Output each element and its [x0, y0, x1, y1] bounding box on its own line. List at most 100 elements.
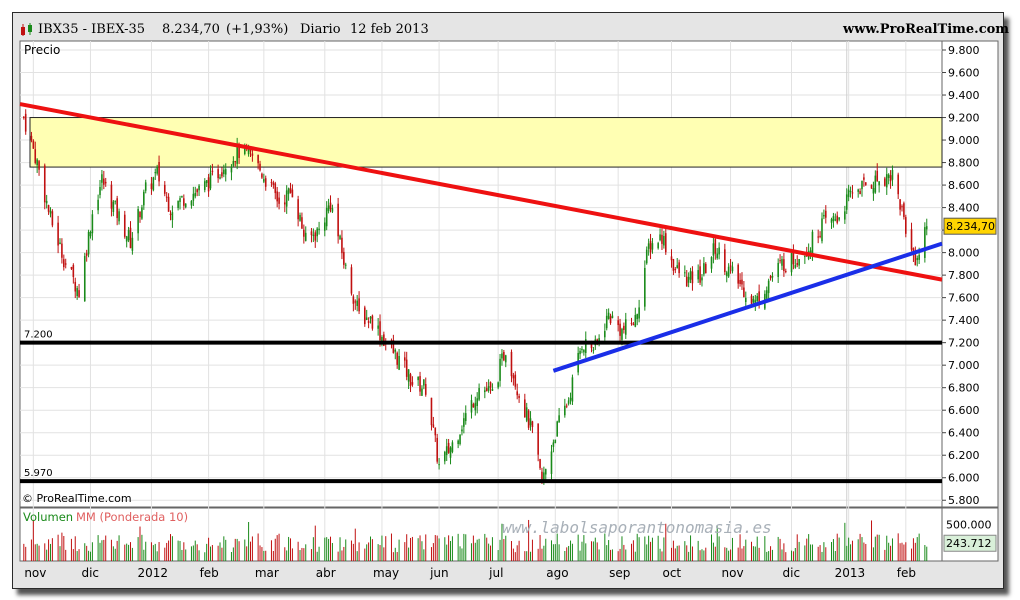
candle-body [611, 315, 614, 319]
candle-body [194, 192, 197, 197]
candle-body [649, 241, 652, 253]
price-tick-label: 7.200 [948, 337, 980, 350]
candle-body [417, 376, 419, 381]
price-tick-label: 9.800 [948, 44, 980, 57]
candle-body [583, 349, 585, 353]
horizontal-level-label: 5.970 [24, 468, 53, 479]
candle-body [78, 290, 80, 297]
candle-body [767, 280, 770, 294]
candle-body [689, 270, 692, 280]
candle-body [754, 300, 757, 304]
candle-body [421, 388, 423, 396]
candle-body [247, 147, 250, 155]
candle-body [238, 146, 240, 158]
candle-body [609, 316, 612, 324]
candle-body [874, 175, 877, 193]
candle-body [447, 442, 450, 453]
candle-body [85, 253, 88, 256]
candle-body [274, 183, 277, 194]
candle-body [499, 358, 501, 381]
candle-body [127, 230, 130, 241]
candle-body [158, 161, 160, 182]
candle-body [436, 437, 438, 462]
candle-body [74, 281, 77, 292]
candle-body [476, 398, 478, 407]
time-tick-label: 2013 [835, 566, 866, 580]
candle-body [817, 236, 819, 238]
candle-body [457, 440, 459, 444]
candle-body [664, 233, 667, 253]
candle-body [884, 178, 886, 186]
candle-body [489, 382, 492, 388]
candle-body [192, 193, 195, 201]
candle-body [301, 217, 303, 229]
candle-body [704, 263, 707, 274]
candle-body [291, 189, 294, 198]
candle-body [264, 178, 267, 187]
copyright-label: © ProRealTime.com [22, 492, 132, 505]
candle-body [310, 231, 313, 236]
candle-body [670, 256, 673, 261]
candle-body [718, 247, 720, 255]
candle-body [34, 149, 37, 163]
candle-body [318, 228, 320, 231]
candle-body [299, 214, 301, 221]
candle-body [143, 191, 145, 206]
candle-body [691, 271, 694, 284]
candle-body [674, 269, 677, 271]
candle-body [743, 287, 745, 298]
time-tick-label: may [373, 566, 399, 580]
candle-body [636, 314, 639, 320]
candle-body [525, 407, 528, 421]
candle-body [224, 169, 227, 175]
candle-body [491, 388, 494, 391]
candle-body [63, 259, 65, 268]
candle-body [137, 209, 139, 234]
resistance-zone [29, 117, 943, 168]
candle-body [184, 203, 187, 208]
candle-body [285, 190, 288, 207]
candle-body [444, 451, 446, 462]
candle-body [901, 206, 903, 208]
candle-body [432, 424, 435, 428]
candle-body [276, 191, 278, 202]
candle-body [571, 377, 574, 402]
candle-body [356, 300, 358, 306]
candle-body [47, 205, 50, 212]
candle-body [516, 391, 518, 396]
candle-body [859, 191, 861, 195]
candle-body [914, 250, 917, 266]
candle-body [24, 113, 27, 132]
candle-body [838, 217, 840, 220]
candle-body [236, 144, 238, 164]
candle-body [739, 279, 741, 284]
candle-body [312, 234, 315, 236]
candle-body [619, 323, 621, 336]
candle-body [796, 263, 799, 265]
price-tick-label: 6.800 [948, 382, 980, 395]
candle-body [464, 413, 467, 422]
candle-body [584, 339, 587, 353]
candle-body [76, 288, 78, 297]
candle-body [514, 374, 517, 387]
candle-body [524, 399, 526, 418]
candle-body [411, 382, 414, 385]
candle-body [558, 415, 560, 423]
candle-body [685, 276, 688, 287]
candle-body [678, 262, 680, 274]
candle-body [352, 296, 355, 304]
candle-body [604, 331, 606, 338]
chart-header: IBX35 - IBEX-35 8.234,70 (+1,93%) Diario… [14, 18, 1009, 42]
candle-body [131, 237, 134, 251]
price-tick-label: 8.000 [948, 247, 980, 260]
candle-body [647, 243, 650, 249]
candle-body [592, 349, 595, 351]
candle-body [363, 307, 366, 325]
last-value-tag: 8.234,70 [946, 220, 995, 233]
candle-body [451, 442, 454, 452]
candle-body [423, 379, 425, 386]
candle-body [510, 351, 513, 377]
price-tick-label: 8.600 [948, 179, 980, 192]
candle-body [369, 316, 372, 319]
